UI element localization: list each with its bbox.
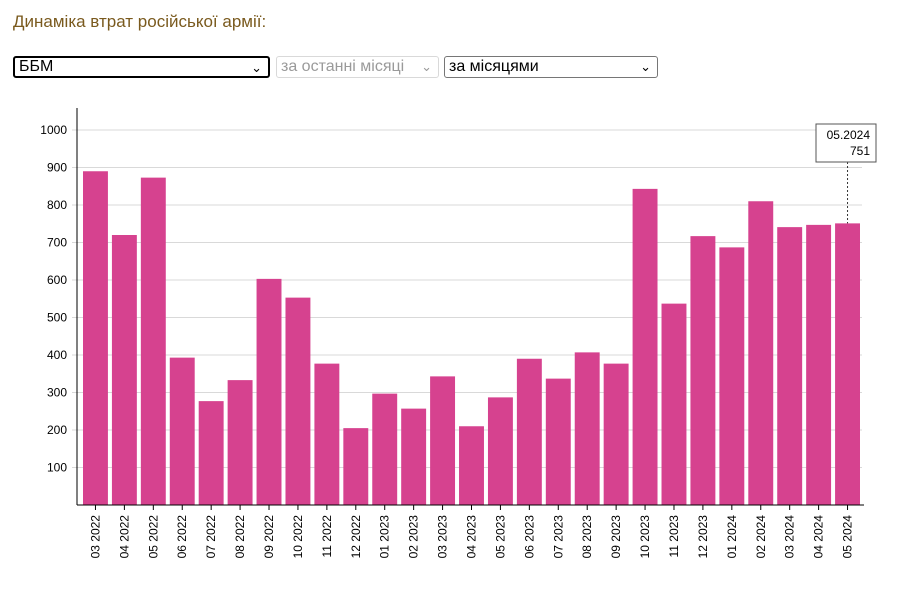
bars: [83, 171, 860, 505]
bar: [343, 428, 369, 505]
bar: [777, 227, 803, 505]
x-tick-label: 01 2023: [378, 515, 392, 559]
bar: [169, 357, 195, 505]
x-tick-label: 05 2022: [146, 515, 160, 559]
bar: [748, 201, 774, 505]
page-title: Динаміка втрат російської армії:: [13, 12, 267, 31]
x-tick-label: 02 2024: [754, 515, 768, 559]
period-select[interactable]: за останні місяці ⌄: [276, 56, 439, 78]
y-tick-label: 200: [47, 423, 67, 437]
x-tick-label: 02 2023: [407, 515, 421, 559]
bar: [603, 363, 629, 505]
x-tick-label: 04 2023: [465, 515, 479, 559]
y-tick-labels: 100 200 300 400 500 600 700 800 900 1000: [40, 123, 67, 475]
x-tick-label: 11 2023: [667, 515, 681, 558]
bar: [487, 397, 513, 505]
bar: [574, 352, 600, 505]
tooltip: 05.2024 751: [815, 123, 877, 224]
y-tick-label: 300: [47, 386, 67, 400]
y-tick-label: 600: [47, 273, 67, 287]
axes: [76, 108, 864, 506]
period-select-value: за останні місяці: [281, 58, 405, 75]
chevron-down-icon: ⌄: [251, 60, 262, 75]
tooltip-label: 05.2024: [827, 128, 871, 142]
y-tick-label: 800: [47, 198, 67, 212]
bar: [198, 401, 224, 505]
chevron-down-icon: ⌄: [421, 59, 432, 74]
x-tick-label: 09 2023: [609, 515, 623, 559]
bar: [83, 171, 108, 505]
x-tick-label: 08 2023: [580, 515, 594, 559]
x-tick-label: 03 2023: [436, 515, 450, 559]
bar: [140, 177, 166, 505]
bar: [690, 236, 716, 505]
bar: [632, 188, 658, 505]
y-tick-label: 900: [47, 161, 67, 175]
bar: [227, 380, 253, 505]
y-tick-label: 1000: [40, 123, 67, 137]
x-tick-label: 10 2022: [291, 515, 305, 559]
bar: [835, 223, 860, 505]
x-tick-label: 05 2023: [493, 515, 507, 559]
x-tick-label: 08 2022: [233, 515, 247, 559]
category-select[interactable]: ББМ ⌄: [13, 56, 270, 78]
x-tick-label: 07 2022: [204, 515, 218, 559]
bar: [314, 363, 340, 505]
grouping-select[interactable]: за місяцями ⌄: [444, 56, 658, 78]
y-tick-label: 500: [47, 311, 67, 325]
tooltip-value: 751: [850, 144, 870, 158]
y-tick-label: 700: [47, 236, 67, 250]
x-tick-label: 11 2022: [320, 515, 334, 558]
bar: [545, 378, 571, 505]
y-tick-label: 100: [47, 461, 67, 475]
x-tick-label: 03 2022: [88, 515, 102, 559]
x-tick-label: 09 2022: [262, 515, 276, 559]
x-tick-label: 04 2024: [812, 515, 826, 559]
bar: [806, 224, 832, 505]
bar: [516, 358, 542, 505]
x-tick-label: 12 2022: [349, 515, 363, 559]
x-tick-label: 07 2023: [551, 515, 565, 559]
tooltip-box: [815, 123, 877, 163]
y-tick-label: 400: [47, 348, 67, 362]
chevron-down-icon: ⌄: [640, 59, 651, 74]
bar: [430, 376, 456, 505]
x-tick-labels: 03 2022 04 2022 05 2022 06 2022 07 2022 08 20…: [88, 505, 855, 559]
x-tick-label: 05 2024: [841, 515, 855, 559]
x-tick-label: 06 2023: [522, 515, 536, 559]
bar: [459, 426, 484, 505]
x-tick-label: 04 2022: [117, 515, 131, 559]
bar: [661, 303, 687, 505]
x-tick-label: 10 2023: [638, 515, 652, 559]
bar: [256, 278, 282, 505]
bar: [372, 393, 398, 505]
bar: [401, 408, 427, 505]
x-tick-label: 01 2024: [725, 515, 739, 559]
x-tick-label: 06 2022: [175, 515, 189, 559]
category-select-value: ББМ: [19, 58, 54, 75]
bar: [719, 247, 745, 505]
bar: [111, 235, 137, 505]
grouping-select-value: за місяцями: [449, 58, 539, 75]
x-tick-label: 12 2023: [696, 515, 710, 559]
x-tick-label: 03 2024: [783, 515, 797, 559]
bar: [285, 297, 311, 505]
